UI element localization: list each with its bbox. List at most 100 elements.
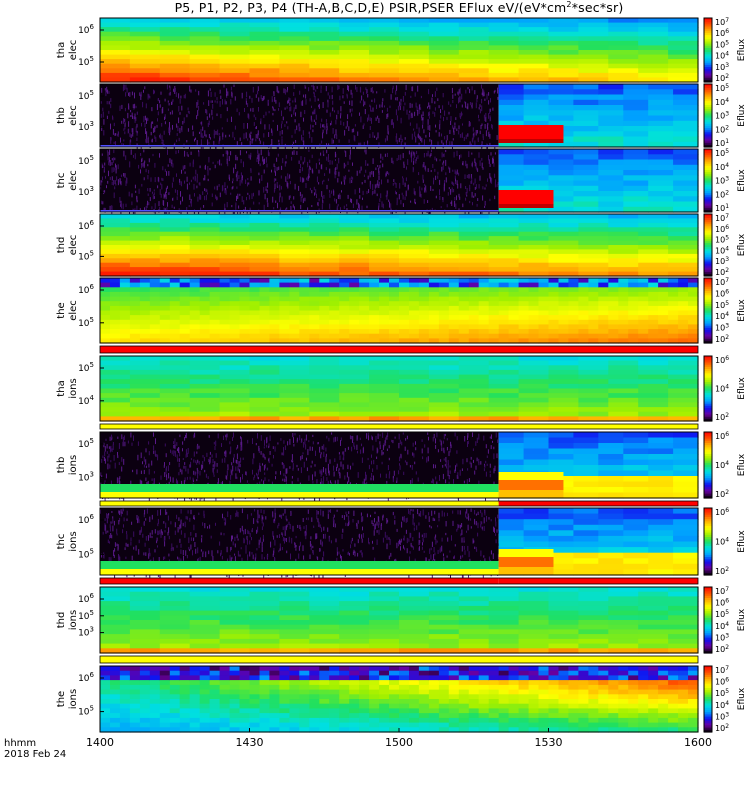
noise-speck: [456, 180, 458, 185]
spectrogram-cell: [488, 402, 520, 408]
noise-speck: [289, 98, 291, 102]
spectrogram-cell: [523, 448, 550, 455]
noise-speck: [476, 437, 478, 443]
noise-speck: [293, 150, 295, 155]
spectrogram-cell: [623, 180, 649, 187]
noise-speck: [196, 140, 198, 146]
colorbar-step: [704, 336, 712, 340]
spectrogram-cell: [678, 338, 689, 344]
noise-speck: [381, 201, 383, 208]
spectrogram-cell: [369, 18, 400, 24]
flux-enhancement-block: [498, 472, 564, 480]
noise-speck: [277, 153, 279, 157]
noise-speck: [239, 150, 241, 156]
spectrogram-cell: [189, 50, 221, 56]
colorbar-step: [704, 69, 712, 72]
spectrogram-cell: [239, 333, 251, 339]
spectrogram-cell: [498, 291, 510, 298]
noise-speck: [325, 453, 327, 457]
noise-speck: [245, 471, 247, 475]
colorbar-step: [704, 414, 712, 418]
spectrogram-cell: [428, 287, 440, 293]
spectrogram-cell: [219, 369, 251, 376]
noise-speck: [284, 478, 286, 482]
spectrogram-cell: [548, 149, 574, 155]
noise-speck: [312, 474, 313, 481]
noise-speck: [479, 175, 481, 181]
noise-speck: [182, 121, 184, 125]
noise-speck: [301, 211, 303, 216]
noise-speck: [391, 212, 393, 215]
noise-speck: [481, 162, 483, 168]
spectrogram-cell: [678, 278, 689, 284]
spectrogram-cell: [399, 22, 430, 28]
noise-speck: [136, 131, 138, 134]
spectrogram-cell: [189, 324, 201, 330]
spectrogram-cell: [538, 324, 550, 330]
spectrogram-cell: [628, 310, 639, 316]
spectrogram-cell: [508, 315, 520, 321]
colorbar-step: [704, 73, 712, 77]
spectrogram-cell: [249, 393, 280, 399]
spectrogram-cell: [309, 271, 340, 277]
noise-speck: [189, 464, 191, 468]
spectrogram-cell: [339, 310, 350, 316]
noise-speck: [240, 446, 242, 451]
spectrogram-cell: [369, 77, 400, 83]
noise-speck: [169, 158, 171, 163]
noise-speck: [470, 180, 472, 184]
noise-speck: [284, 88, 286, 95]
spectrogram-cell: [538, 333, 550, 339]
spectrogram-cell: [668, 393, 699, 399]
noise-speck: [415, 447, 417, 451]
spectrogram-cell: [219, 379, 251, 385]
spectrogram-cell: [673, 476, 699, 483]
spectrogram-cell: [159, 253, 191, 259]
spectrogram-cell: [498, 432, 525, 439]
spectrogram-cell: [428, 63, 460, 69]
spectrogram-cell: [548, 397, 579, 403]
noise-speck: [100, 180, 102, 186]
noise-speck: [245, 179, 247, 184]
spectrogram-cell: [458, 18, 490, 24]
spectrogram-cell: [299, 324, 310, 330]
spectrogram-cell: [339, 416, 370, 422]
noise-speck: [341, 190, 342, 193]
noise-speck: [492, 157, 493, 164]
colorbar-step: [704, 236, 712, 240]
noise-speck: [316, 193, 317, 199]
spectrogram-cell: [279, 374, 310, 380]
noise-speck: [278, 143, 280, 146]
spectrogram-cell: [588, 329, 599, 335]
spectrogram-cell: [518, 50, 550, 56]
noise-speck: [459, 469, 461, 476]
noise-speck: [292, 468, 294, 471]
spectrogram-cell: [628, 319, 639, 325]
spectrogram-cell: [548, 36, 579, 42]
colorbar-step: [704, 232, 712, 236]
noise-speck: [435, 130, 437, 133]
colorbar-step: [704, 323, 712, 327]
noise-speck: [150, 126, 152, 129]
noise-speck: [299, 434, 301, 441]
noise-speck: [241, 92, 243, 99]
noise-speck: [248, 154, 250, 159]
noise-speck: [331, 160, 333, 165]
noise-speck: [154, 450, 156, 456]
noise-speck: [234, 125, 236, 130]
noise-speck: [400, 141, 402, 146]
spectrogram-cell: [428, 45, 460, 51]
noise-speck: [179, 181, 181, 186]
noise-speck: [372, 445, 374, 451]
noise-speck: [197, 110, 199, 116]
spectrogram-cell: [309, 262, 340, 268]
noise-speck: [283, 464, 285, 469]
noise-speck: [338, 85, 340, 90]
noise-speck: [329, 459, 331, 464]
noise-speck: [488, 155, 489, 161]
colorbar-step: [704, 297, 712, 301]
spectrogram-cell: [458, 374, 490, 380]
noise-speck: [258, 190, 260, 196]
spectrogram-cell: [249, 397, 280, 403]
